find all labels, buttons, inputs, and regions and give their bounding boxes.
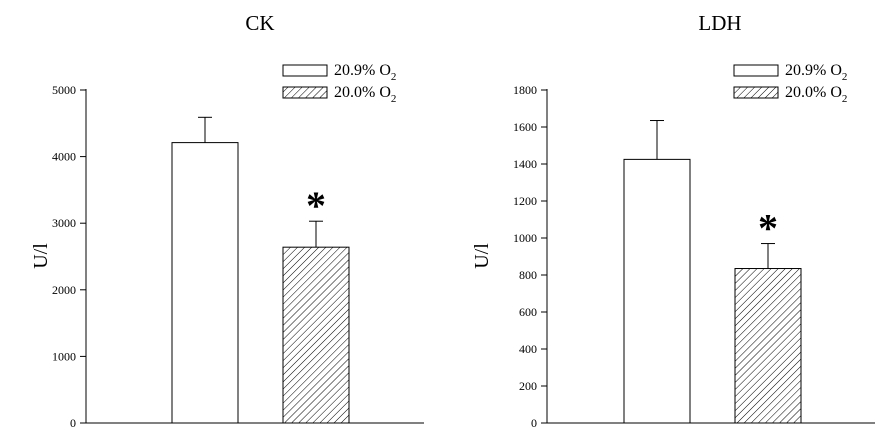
chart-title: CK — [245, 11, 274, 35]
legend-swatch — [282, 86, 328, 99]
y-axis-ticks: 0 1000 2000 3000 4000 5000 — [52, 83, 86, 430]
y-tick-label: 800 — [519, 268, 537, 282]
y-axis-label: U/l — [30, 243, 52, 269]
y-tick-label: 1400 — [513, 157, 537, 171]
chart-panel-ldh: LDH U/l 0 200 400 600 800 1000 1200 1400 1600 180… — [471, 11, 875, 430]
chart-panel-ck: CK U/l 0 1000 2000 3000 4000 5000 * 20.9% O22… — [30, 11, 424, 430]
y-tick-label: 1000 — [513, 231, 537, 245]
legend-swatch — [282, 64, 328, 77]
y-axis-label: U/l — [471, 243, 493, 269]
legend-label: 20.9% O2 — [785, 62, 847, 83]
y-tick-label: 0 — [70, 416, 76, 430]
y-tick-label: 1800 — [513, 83, 537, 97]
y-tick-label: 1200 — [513, 194, 537, 208]
y-tick-label: 3000 — [52, 216, 76, 230]
legend-label: 20.9% O2 — [334, 62, 396, 83]
legend-swatch — [733, 86, 779, 99]
y-tick-label: 5000 — [52, 83, 76, 97]
legend-label: 20.0% O2 — [785, 84, 847, 105]
y-tick-label: 400 — [519, 342, 537, 356]
chart-title: LDH — [698, 11, 741, 35]
bar — [623, 158, 691, 424]
y-tick-label: 1000 — [52, 349, 76, 363]
y-tick-label: 200 — [519, 379, 537, 393]
legend-swatch — [733, 64, 779, 77]
bar — [282, 246, 350, 424]
bars-group: * — [623, 120, 802, 424]
significance-asterisk: * — [758, 206, 778, 251]
bars-group: * — [171, 116, 350, 424]
bar — [171, 142, 239, 424]
significance-asterisk: * — [306, 183, 326, 228]
y-axis-ticks: 0 200 400 600 800 1000 1200 1400 1600 1800 — [513, 83, 547, 430]
y-tick-label: 0 — [531, 416, 537, 430]
legend-label: 20.0% O2 — [334, 84, 396, 105]
y-tick-label: 2000 — [52, 283, 76, 297]
bar — [734, 268, 802, 424]
y-tick-label: 1600 — [513, 120, 537, 134]
y-tick-label: 4000 — [52, 150, 76, 164]
y-tick-label: 600 — [519, 305, 537, 319]
